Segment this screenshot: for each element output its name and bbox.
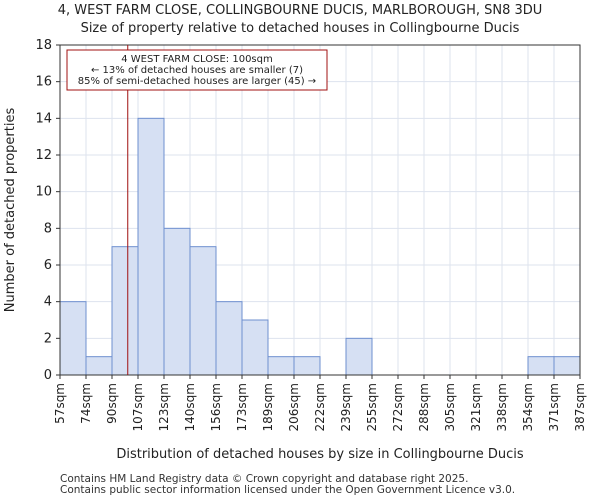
histogram-bar <box>293 356 321 376</box>
histogram-bar <box>267 356 295 376</box>
chart-title: 4, WEST FARM CLOSE, COLLINGBOURNE DUCIS,… <box>57 3 543 18</box>
attribution-line-2: Contains public sector information licen… <box>60 484 516 496</box>
y-tick-label: 12 <box>35 148 52 163</box>
annotation-line: ← 13% of detached houses are smaller (7) <box>91 65 303 76</box>
x-tick-label: 239sqm <box>339 383 353 431</box>
x-axis-label: Distribution of detached houses by size … <box>116 447 524 462</box>
annotation-line: 85% of semi-detached houses are larger (… <box>78 76 316 87</box>
x-tick-label: 321sqm <box>469 383 483 431</box>
histogram-bar <box>59 301 87 376</box>
x-tick-label: 173sqm <box>235 383 249 431</box>
x-tick-label: 123sqm <box>157 383 171 431</box>
histogram-bar <box>241 319 269 376</box>
attribution-footer: Contains HM Land Registry data © Crown c… <box>60 474 515 496</box>
histogram-bar <box>137 117 165 376</box>
x-tick-label: 156sqm <box>209 383 223 431</box>
x-tick-label: 189sqm <box>261 383 275 431</box>
y-tick-label: 14 <box>35 111 52 126</box>
y-tick-label: 8 <box>44 221 52 236</box>
x-tick-label: 387sqm <box>573 383 587 431</box>
chart-subtitle: Size of property relative to detached ho… <box>80 21 520 36</box>
x-tick-label: 222sqm <box>313 383 327 431</box>
y-tick-label: 10 <box>35 185 52 200</box>
y-tick-label: 18 <box>35 38 52 53</box>
x-tick-label: 140sqm <box>183 383 197 431</box>
x-tick-label: 371sqm <box>547 383 561 431</box>
x-tick-label: 354sqm <box>521 383 535 431</box>
y-tick-label: 16 <box>35 75 52 90</box>
annotation-box <box>66 49 328 91</box>
y-tick-label: 0 <box>44 368 52 383</box>
histogram-bar <box>85 356 113 376</box>
histogram-bar <box>163 227 191 376</box>
chart-title-block: 4, WEST FARM CLOSE, COLLINGBOURNE DUCIS,… <box>0 2 600 38</box>
y-tick-label: 6 <box>44 258 52 273</box>
histogram-bar <box>111 246 139 376</box>
y-axis-label: Number of detached properties <box>3 108 18 313</box>
x-tick-label: 305sqm <box>443 383 457 431</box>
histogram-bar <box>553 356 581 376</box>
x-tick-label: 272sqm <box>391 383 405 431</box>
y-tick-label: 4 <box>44 295 52 310</box>
x-tick-label: 90sqm <box>105 383 119 424</box>
x-tick-label: 206sqm <box>287 383 301 431</box>
x-tick-label: 255sqm <box>365 383 379 431</box>
histogram-bar <box>345 337 373 376</box>
attribution-line-1: Contains HM Land Registry data © Crown c… <box>60 473 469 485</box>
annotation-line: 4 WEST FARM CLOSE: 100sqm <box>121 54 272 65</box>
histogram-bar <box>527 356 555 376</box>
x-tick-label: 57sqm <box>53 383 67 424</box>
x-tick-label: 338sqm <box>495 383 509 431</box>
x-tick-label: 107sqm <box>131 383 145 431</box>
histogram-bar <box>189 246 217 376</box>
x-tick-label: 74sqm <box>79 383 93 424</box>
x-tick-label: 288sqm <box>417 383 431 431</box>
y-tick-label: 2 <box>44 331 52 346</box>
histogram-bar <box>215 301 243 376</box>
